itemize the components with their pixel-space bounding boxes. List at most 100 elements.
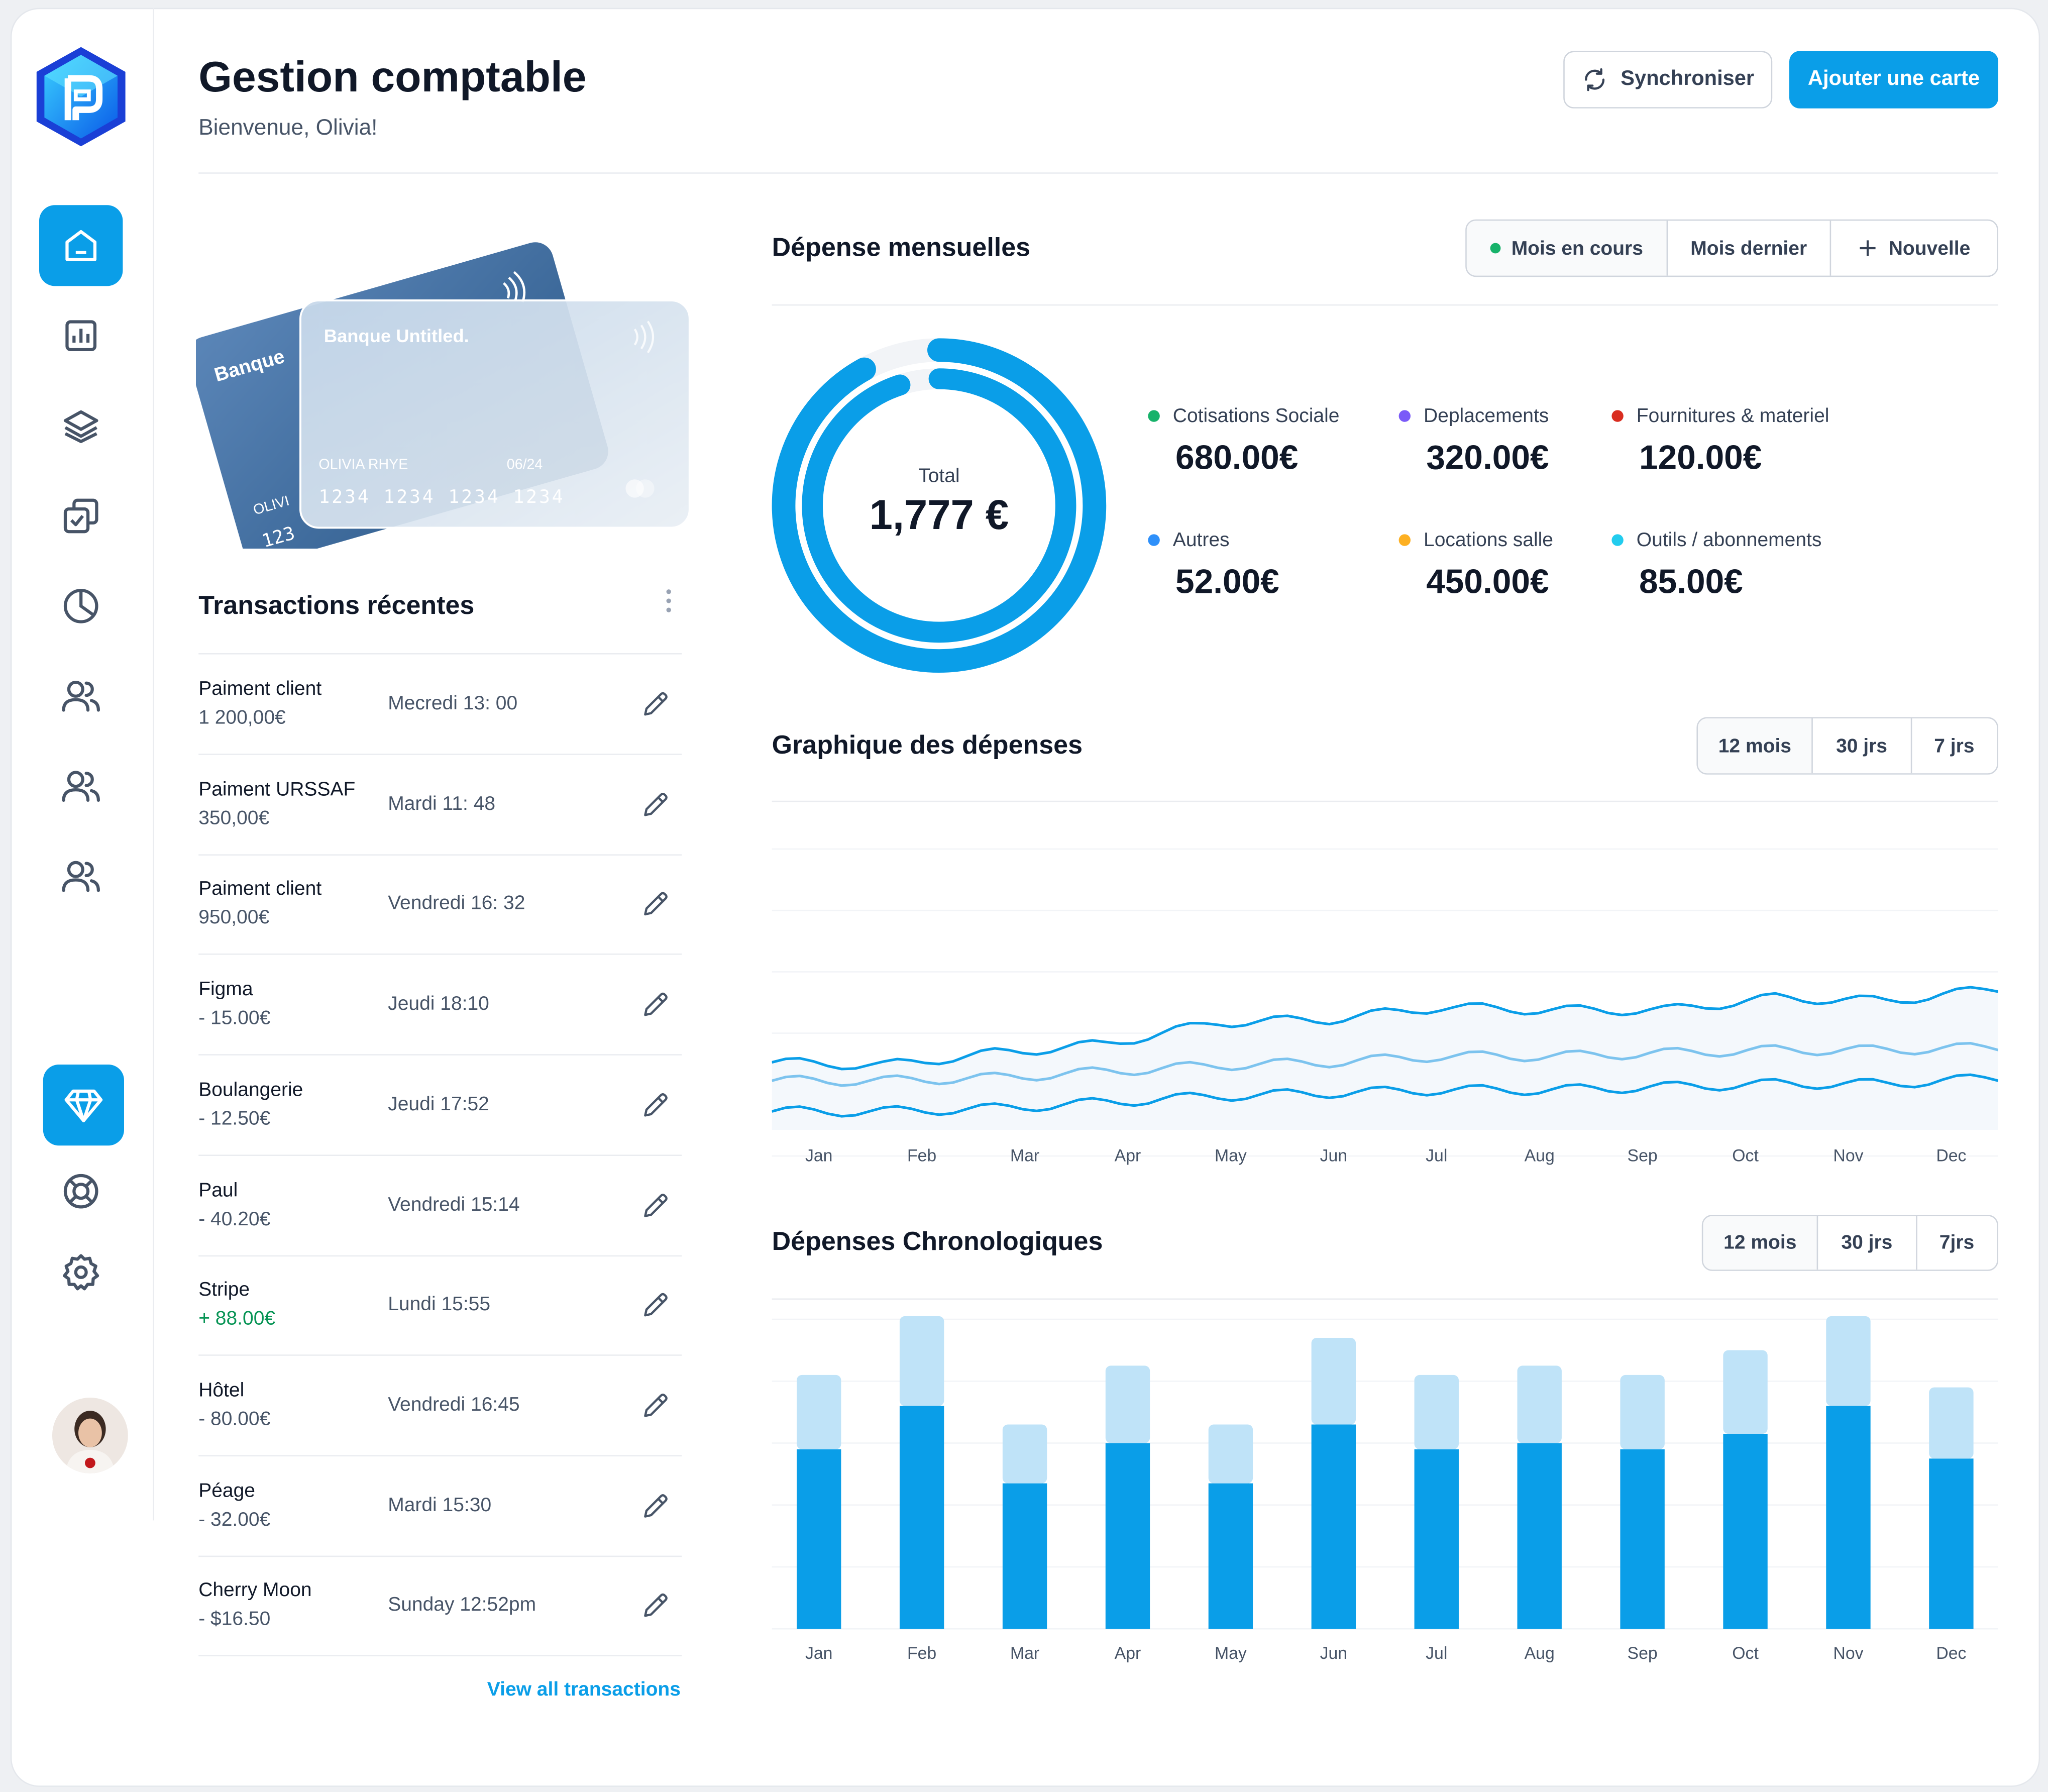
transactions-title: Transactions récentes xyxy=(198,591,475,620)
bar[interactable] xyxy=(1002,1483,1047,1629)
spending-area-chart: Jan Feb Mar Apr May Jun Jul Aug Sep Oct Nov Dec xyxy=(772,848,1998,1165)
transaction-amount: - 32.00€ xyxy=(198,1508,271,1531)
series-line[interactable] xyxy=(772,1073,1998,1118)
legend-dot-icon xyxy=(1398,410,1411,422)
tab-7-days[interactable]: 7jrs xyxy=(1917,1216,1997,1270)
sidebar-item-home[interactable] xyxy=(39,205,123,286)
bar[interactable] xyxy=(1723,1350,1768,1434)
sidebar xyxy=(11,8,154,1521)
add-card-button[interactable]: Ajouter une carte xyxy=(1789,51,1998,109)
page-subtitle: Bienvenue, Olivia! xyxy=(198,115,378,140)
monthly-title: Dépense mensuelles xyxy=(772,234,1031,263)
transaction-row[interactable]: Péage - 32.00€ Mardi 15:30 xyxy=(198,1456,682,1557)
edit-pencil-icon[interactable] xyxy=(640,1590,671,1621)
bar[interactable] xyxy=(1105,1443,1150,1629)
spending-chart-divider xyxy=(772,800,1998,802)
tab-12-months[interactable]: 12 mois xyxy=(1697,718,1813,774)
bar[interactable] xyxy=(1620,1375,1665,1449)
transaction-row[interactable]: Figma - 15.00€ Jeudi 18:10 xyxy=(198,955,682,1056)
tab-new[interactable]: Nouvelle xyxy=(1830,221,1997,275)
transaction-date: Jeudi 17:52 xyxy=(388,1093,489,1115)
bar[interactable] xyxy=(1002,1424,1047,1484)
sidebar-item-users[interactable] xyxy=(39,656,123,736)
bar[interactable] xyxy=(899,1316,944,1406)
tab-current-month[interactable]: Mois en cours xyxy=(1466,221,1668,276)
sidebar-item-premium[interactable] xyxy=(43,1065,124,1146)
bar[interactable] xyxy=(797,1449,841,1629)
bar[interactable] xyxy=(1208,1424,1253,1484)
series-line[interactable] xyxy=(772,1042,1998,1087)
transaction-amount: - 80.00€ xyxy=(198,1408,271,1430)
card-front-number: 1234 1234 1234 1234 xyxy=(318,486,565,507)
tab-7-days[interactable]: 7 jrs xyxy=(1911,718,1997,773)
edit-pencil-icon[interactable] xyxy=(640,889,671,920)
bar[interactable] xyxy=(1105,1365,1150,1443)
bar[interactable] xyxy=(1826,1406,1871,1629)
tab-last-month[interactable]: Mois dernier xyxy=(1668,221,1831,276)
more-vertical-icon[interactable] xyxy=(656,586,682,615)
tab-12-months[interactable]: 12 mois xyxy=(1703,1216,1818,1270)
bar[interactable] xyxy=(1414,1375,1459,1449)
transaction-row[interactable]: Paiment URSSAF 350,00€ Mardi 11: 48 xyxy=(198,755,682,856)
edit-pencil-icon[interactable] xyxy=(640,1390,671,1421)
home-icon xyxy=(65,230,97,261)
sidebar-item-layers[interactable] xyxy=(39,385,123,466)
edit-pencil-icon[interactable] xyxy=(640,1290,671,1321)
transaction-date: Mardi 15:30 xyxy=(388,1494,492,1516)
legend-label: Deplacements xyxy=(1424,405,1549,428)
tab-7-days-label: 7jrs xyxy=(1939,1231,1975,1254)
edit-pencil-icon[interactable] xyxy=(640,688,671,719)
edit-pencil-icon[interactable] xyxy=(640,1189,671,1220)
sidebar-item-support[interactable] xyxy=(39,1151,123,1232)
bar[interactable] xyxy=(1723,1433,1768,1629)
bar[interactable] xyxy=(1414,1449,1459,1629)
bar[interactable] xyxy=(1517,1443,1562,1629)
edit-pencil-icon[interactable] xyxy=(640,1089,671,1120)
bar[interactable] xyxy=(1620,1449,1665,1629)
sidebar-item-clients[interactable] xyxy=(39,836,123,917)
bar[interactable] xyxy=(1517,1365,1562,1443)
transaction-row[interactable]: Stripe + 88.00€ Lundi 15:55 xyxy=(198,1255,682,1356)
tab-last-month-label: Mois dernier xyxy=(1690,237,1807,260)
series-line[interactable] xyxy=(772,986,1998,1071)
transaction-amount: 1 200,00€ xyxy=(198,706,286,729)
transaction-row[interactable]: Paiment client 1 200,00€ Mecredi 13: 00 xyxy=(198,655,682,755)
transaction-row[interactable]: Paul - 40.20€ Vendredi 15:14 xyxy=(198,1155,682,1256)
bar[interactable] xyxy=(1929,1387,1974,1459)
avatar[interactable] xyxy=(52,1398,128,1473)
legend-item: Locations salle 450.00€ xyxy=(1398,529,1553,602)
sync-button[interactable]: Synchroniser xyxy=(1563,51,1773,109)
tab-30-days-label: 30 jrs xyxy=(1841,1231,1893,1254)
add-card-button-label: Ajouter une carte xyxy=(1807,68,1980,90)
bar[interactable] xyxy=(1311,1337,1356,1425)
bar[interactable] xyxy=(797,1375,841,1449)
sidebar-item-analytics[interactable] xyxy=(39,566,123,647)
transaction-name: Péage xyxy=(198,1479,255,1502)
view-all-transactions-link[interactable]: View all transactions xyxy=(487,1678,681,1701)
sidebar-item-reports[interactable] xyxy=(39,295,123,376)
bar[interactable] xyxy=(1929,1458,1974,1629)
sidebar-item-team[interactable] xyxy=(39,746,123,827)
edit-pencil-icon[interactable] xyxy=(640,989,671,1020)
tab-30-days[interactable]: 30 jrs xyxy=(1813,718,1912,774)
edit-pencil-icon[interactable] xyxy=(640,1490,671,1521)
user-avatar-icon xyxy=(52,1398,128,1473)
sidebar-item-settings[interactable] xyxy=(39,1232,123,1313)
edit-pencil-icon[interactable] xyxy=(640,789,671,820)
bar[interactable] xyxy=(1826,1316,1871,1406)
x-tick-label: Nov xyxy=(1833,1146,1863,1165)
bar[interactable] xyxy=(1208,1483,1253,1629)
credit-cards[interactable]: Banque OLIVI 123 Banque Untitled. OLIVIA… xyxy=(196,209,705,549)
sidebar-item-tasks[interactable] xyxy=(39,475,123,556)
monthly-tabs: Mois en cours Mois dernier Nouvelle xyxy=(1465,219,1998,277)
transaction-row[interactable]: Boulangerie - 12.50€ Jeudi 17:52 xyxy=(198,1055,682,1156)
transaction-row[interactable]: Paiment client 950,00€ Vendredi 16: 32 xyxy=(198,855,682,956)
users-icon xyxy=(62,680,100,712)
tab-30-days[interactable]: 30 jrs xyxy=(1818,1216,1917,1270)
transaction-row[interactable]: Cherry Moon - $16.50 Sunday 12:52pm xyxy=(198,1556,682,1657)
transaction-name: Figma xyxy=(198,978,253,1001)
page-title: Gestion comptable xyxy=(198,52,587,101)
transaction-row[interactable]: Hôtel - 80.00€ Vendredi 16:45 xyxy=(198,1356,682,1456)
bar[interactable] xyxy=(1311,1424,1356,1629)
bar[interactable] xyxy=(899,1406,944,1629)
